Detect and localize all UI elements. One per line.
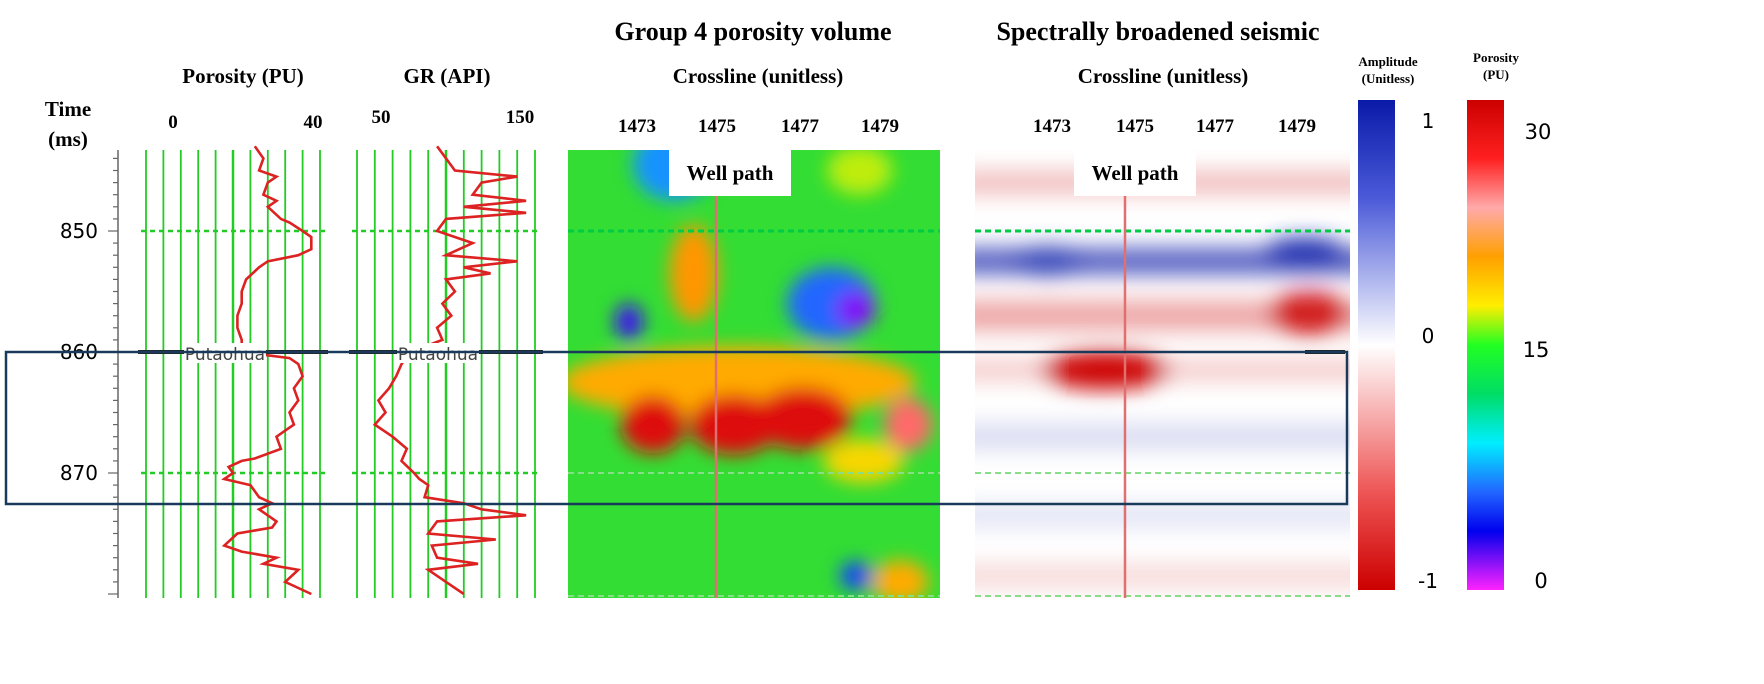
putaohua-highlight-box: [4, 350, 1349, 506]
porosity-blob: [884, 397, 933, 452]
seismic-xlabel: Crossline (unitless): [1078, 64, 1249, 88]
time-tick-label: 870: [60, 461, 98, 485]
seismic-blob: [1268, 291, 1350, 336]
porosity-volume-title: Group 4 porosity volume: [614, 17, 891, 46]
seismic-band: [975, 563, 1350, 588]
gr-xtick-min: 50: [372, 107, 391, 128]
seismic-well-path-label-box: [1074, 150, 1196, 196]
porosity-colorbar-tick: 15: [1523, 338, 1550, 362]
amplitude-colorbar-tick: 1: [1422, 109, 1435, 133]
porosity-blob: [689, 394, 779, 455]
gr-log-title: GR (API): [404, 64, 491, 88]
porosity-colorbar-title-line2: (PU): [1483, 67, 1509, 82]
porosity-colorbar-tick: 30: [1525, 120, 1552, 144]
gr-log-track: Putaohua: [349, 145, 543, 598]
porosity-log-title: Porosity (PU): [182, 64, 304, 88]
seismic-band: [975, 503, 1350, 528]
amplitude-colorbar-tick: 0: [1422, 324, 1435, 348]
log-curve: [221, 145, 313, 596]
porosity-blob: [839, 561, 872, 591]
seismic-xtick: 1475: [1116, 116, 1154, 137]
porosity-xtick-max: 40: [304, 112, 323, 133]
porosity-volume-xlabel: Crossline (unitless): [673, 64, 844, 88]
porosity-blob: [669, 224, 718, 322]
y-axis-title-line2: (ms): [48, 127, 88, 151]
porosity-blob: [827, 150, 893, 195]
porosity-xtick-min: 0: [168, 112, 178, 133]
amplitude-colorbar-title-line2: (Unitless): [1362, 71, 1415, 86]
seismic-panel: [975, 150, 1350, 598]
log-curve: [372, 145, 527, 596]
porosity-blob: [614, 303, 644, 340]
seismic-band: [975, 423, 1350, 451]
amplitude-colorbar-title-line1: Amplitude: [1358, 54, 1417, 69]
porosity-colorbar-tick: 0: [1534, 569, 1547, 593]
seismic-blob: [1039, 350, 1171, 390]
porosity-volume-well-path-label: Well path: [687, 161, 774, 185]
seismic-title: Spectrally broadened seismic: [996, 17, 1319, 46]
seismic-xtick: 1473: [1033, 116, 1071, 137]
seismic-xtick: 1479: [1278, 116, 1316, 137]
time-tick-label: 850: [60, 219, 98, 243]
y-axis-title-line1: Time: [45, 97, 91, 121]
porosity-volume-well-path-label-box: [669, 150, 791, 196]
porosity-volume-xtick: 1477: [781, 116, 820, 137]
amplitude-colorbar-tick: -1: [1418, 569, 1438, 593]
porosity-volume-panel: [568, 150, 940, 598]
putaohua-label: Putaohua: [398, 345, 478, 365]
porosity-blob: [620, 395, 686, 454]
seismic-well-path-label: Well path: [1092, 161, 1179, 185]
porosity-volume-xtick: 1479: [861, 116, 899, 137]
porosity-volume-xtick: 1475: [698, 116, 736, 137]
seismic-blob: [1264, 237, 1346, 267]
porosity-blob: [835, 291, 876, 328]
porosity-log-track: Putaohua: [138, 145, 328, 598]
gr-xtick-max: 150: [506, 107, 535, 128]
seismic-blob: [1011, 245, 1085, 277]
porosity-blob: [823, 439, 905, 483]
amplitude-colorbar: [1358, 100, 1395, 590]
porosity-colorbar: [1467, 100, 1504, 590]
putaohua-label: Putaohua: [185, 345, 265, 365]
porosity-volume-xtick: 1473: [618, 116, 656, 137]
porosity-colorbar-title-line1: Porosity: [1473, 50, 1519, 65]
porosity-blob: [754, 387, 852, 451]
porosity-volume-overlay: [568, 150, 940, 598]
porosity-blob: [871, 560, 929, 598]
seismic-xtick: 1477: [1196, 116, 1235, 137]
